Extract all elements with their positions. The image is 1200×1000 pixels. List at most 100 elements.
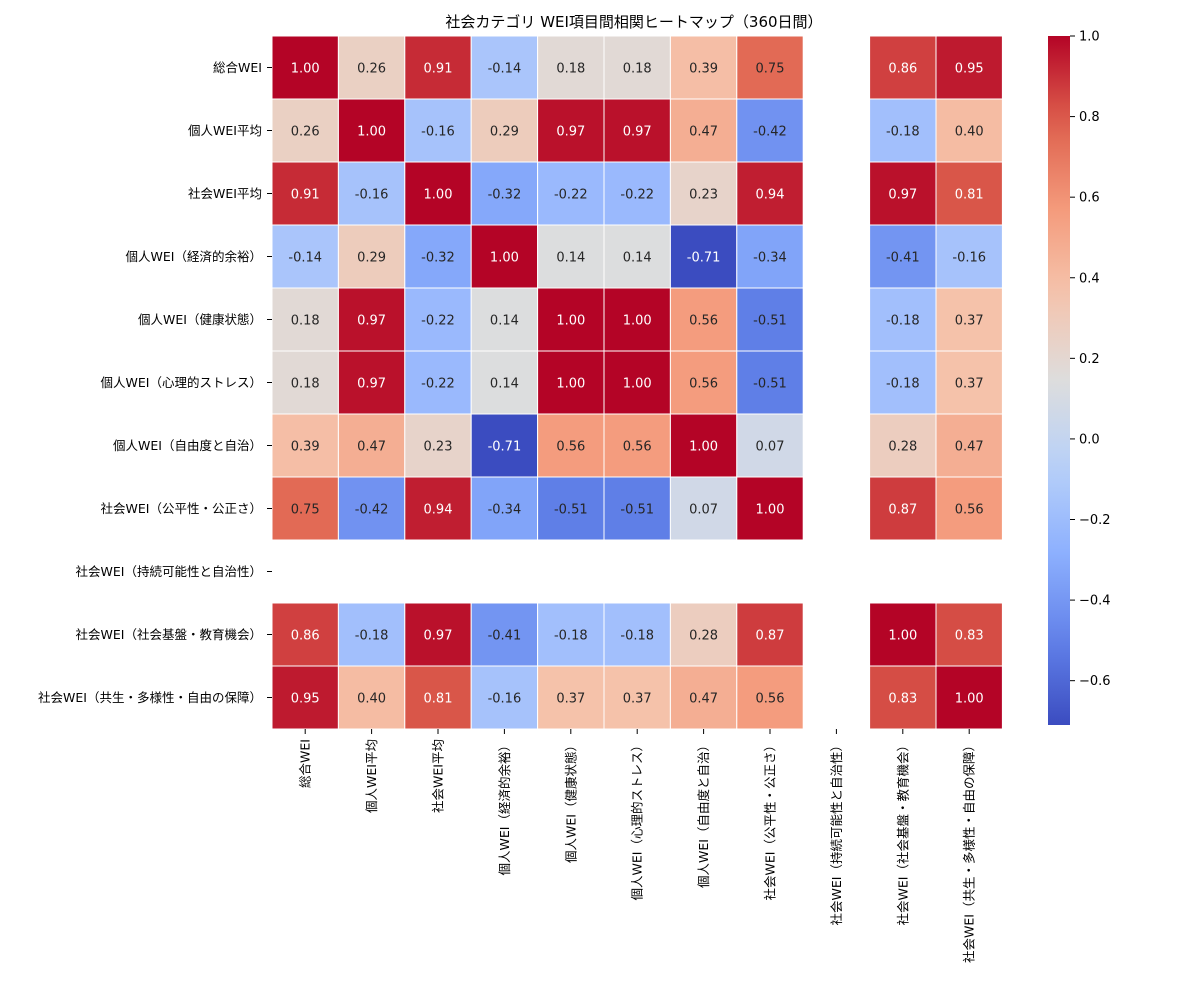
colorbar-tick-label-7: −0.4 (1079, 594, 1111, 609)
heatmap-cell-r4-c7 (736, 287, 804, 352)
colorbar-tick-label-1: 0.8 (1079, 110, 1100, 125)
cell-value-label-r2-c7: 0.94 (756, 188, 785, 203)
cell-value-label-r10-c0: 0.95 (291, 692, 320, 707)
heatmap-cell-r1-c10 (935, 98, 1003, 163)
cell-value-label-r0-c6: 0.39 (689, 62, 718, 77)
cell-value-label-r1-c10: 0.40 (955, 125, 984, 140)
cell-value-label-r10-c9: 0.83 (888, 692, 917, 707)
cell-value-label-r9-c7: 0.87 (756, 629, 785, 644)
heatmap-cell-r4-c2 (404, 287, 472, 352)
cell-value-label-r0-c3: -0.14 (488, 62, 522, 77)
cell-value-label-r5-c1: 0.97 (357, 377, 386, 392)
cell-value-label-r5-c9: -0.18 (886, 377, 920, 392)
heatmap-cell-r9-c4 (537, 602, 605, 667)
heatmap-cell-r9-c6 (669, 602, 738, 667)
cell-value-label-r4-c10: 0.37 (955, 314, 984, 329)
cell-value-label-r7-c2: 0.94 (424, 503, 453, 518)
heatmap-cell-r4-c5 (603, 287, 671, 352)
heatmap-cell-r2-c6 (669, 161, 738, 226)
cell-value-label-r2-c1: -0.16 (355, 188, 389, 203)
heatmap-cell-r9-c7 (736, 602, 804, 667)
cell-value-label-r5-c0: 0.18 (291, 377, 320, 392)
heatmap-cell-r9-c2 (404, 602, 472, 667)
cell-value-label-r0-c9: 0.86 (888, 62, 917, 77)
cell-value-label-r3-c0: -0.14 (288, 251, 322, 266)
row-tick-label-9: 社会WEI（社会基盤・教育機会） (76, 627, 262, 642)
col-tick-label-8: 社会WEI（持続可能性と自治性） (829, 739, 844, 925)
cell-value-label-r3-c4: 0.14 (556, 251, 585, 266)
cell-value-label-r7-c7: 1.00 (756, 503, 785, 518)
cell-value-label-r2-c3: -0.32 (488, 188, 522, 203)
heatmap-cell-r10-c3 (470, 665, 539, 730)
heatmap-cell-r7-c2 (404, 476, 472, 541)
cell-value-label-r9-c6: 0.28 (689, 629, 718, 644)
col-tick-label-2: 社会WEI平均 (431, 739, 446, 813)
row-tick-label-3: 個人WEI（経済的余裕） (126, 249, 262, 264)
col-tick-label-6: 個人WEI（自由度と自治） (696, 739, 711, 888)
cell-value-label-r3-c6: -0.71 (687, 251, 721, 266)
cell-value-label-r10-c1: 0.40 (357, 692, 386, 707)
heatmap-cell-r4-c1 (337, 287, 406, 352)
row-tick-label-5: 個人WEI（心理的ストレス） (101, 375, 262, 390)
cell-value-label-r6-c0: 0.39 (291, 440, 320, 455)
cell-value-label-r3-c5: 0.14 (623, 251, 652, 266)
cell-value-label-r5-c4: 1.00 (556, 377, 585, 392)
cell-value-label-r0-c4: 0.18 (556, 62, 585, 77)
cell-value-label-r3-c1: 0.29 (357, 251, 386, 266)
cell-value-label-r2-c0: 0.91 (291, 188, 320, 203)
row-tick-label-1: 個人WEI平均 (188, 123, 262, 138)
heatmap-cell-r9-c3 (470, 602, 539, 667)
heatmap-cell-r3-c7 (736, 224, 804, 289)
heatmap-cell-r3-c0 (271, 224, 339, 289)
cell-value-label-r4-c3: 0.14 (490, 314, 519, 329)
heatmap-cell-r6-c7 (736, 413, 804, 478)
cell-value-label-r4-c4: 1.00 (556, 314, 585, 329)
heatmap-cell-r5-c4 (537, 350, 605, 415)
col-tick-label-4: 個人WEI（健康状態） (563, 739, 578, 863)
colorbar-tick-label-0: 1.0 (1079, 30, 1100, 45)
heatmap-cell-r7-c6 (669, 476, 738, 541)
heatmap-cell-r10-c9 (869, 665, 937, 730)
cell-value-label-r9-c2: 0.97 (424, 629, 453, 644)
cell-value-label-r0-c2: 0.91 (424, 62, 453, 77)
cell-value-label-r1-c6: 0.47 (689, 125, 718, 140)
heatmap-cell-r7-c10 (935, 476, 1003, 541)
cell-value-label-r10-c6: 0.47 (689, 692, 718, 707)
cell-value-label-r3-c7: -0.34 (753, 251, 787, 266)
heatmap-cell-r2-c9 (869, 161, 937, 226)
cell-value-label-r6-c1: 0.47 (357, 440, 386, 455)
heatmap-cell-r10-c1 (337, 665, 406, 730)
heatmap-cell-r4-c6 (669, 287, 738, 352)
heatmap-cell-r1-c1 (337, 98, 406, 163)
heatmap-cell-r10-c10 (935, 665, 1003, 730)
heatmap-cell-r0-c7 (736, 35, 804, 100)
heatmap-cell-r6-c9 (869, 413, 937, 478)
cell-value-label-r1-c0: 0.26 (291, 125, 320, 140)
row-tick-label-0: 総合WEI (213, 60, 262, 75)
heatmap-cell-r7-c1 (337, 476, 406, 541)
cell-value-label-r9-c0: 0.86 (291, 629, 320, 644)
cell-value-label-r5-c7: -0.51 (753, 377, 787, 392)
cell-value-label-r7-c9: 0.87 (888, 503, 917, 518)
cell-value-label-r6-c6: 1.00 (689, 440, 718, 455)
cell-value-label-r6-c5: 0.56 (623, 440, 652, 455)
heatmap-cell-r10-c7 (736, 665, 804, 730)
cell-value-label-r1-c5: 0.97 (623, 125, 652, 140)
colorbar-tick-label-8: −0.6 (1079, 674, 1111, 689)
cell-value-label-r6-c7: 0.07 (756, 440, 785, 455)
cell-value-label-r4-c9: -0.18 (886, 314, 920, 329)
cell-value-label-r9-c1: -0.18 (355, 629, 389, 644)
col-tick-label-1: 個人WEI平均 (364, 739, 379, 813)
cell-value-label-r1-c7: -0.42 (753, 125, 787, 140)
heatmap-cell-r1-c3 (470, 98, 539, 163)
cell-value-label-r6-c3: -0.71 (488, 440, 522, 455)
col-tick-label-10: 社会WEI（共生・多様性・自由の保障） (962, 739, 977, 963)
cell-value-label-r9-c10: 0.83 (955, 629, 984, 644)
cell-value-label-r4-c5: 1.00 (623, 314, 652, 329)
heatmap-cell-r9-c10 (935, 602, 1003, 667)
cell-value-label-r1-c1: 1.00 (357, 125, 386, 140)
cell-value-label-r2-c6: 0.23 (689, 188, 718, 203)
heatmap-cell-r7-c7 (736, 476, 804, 541)
